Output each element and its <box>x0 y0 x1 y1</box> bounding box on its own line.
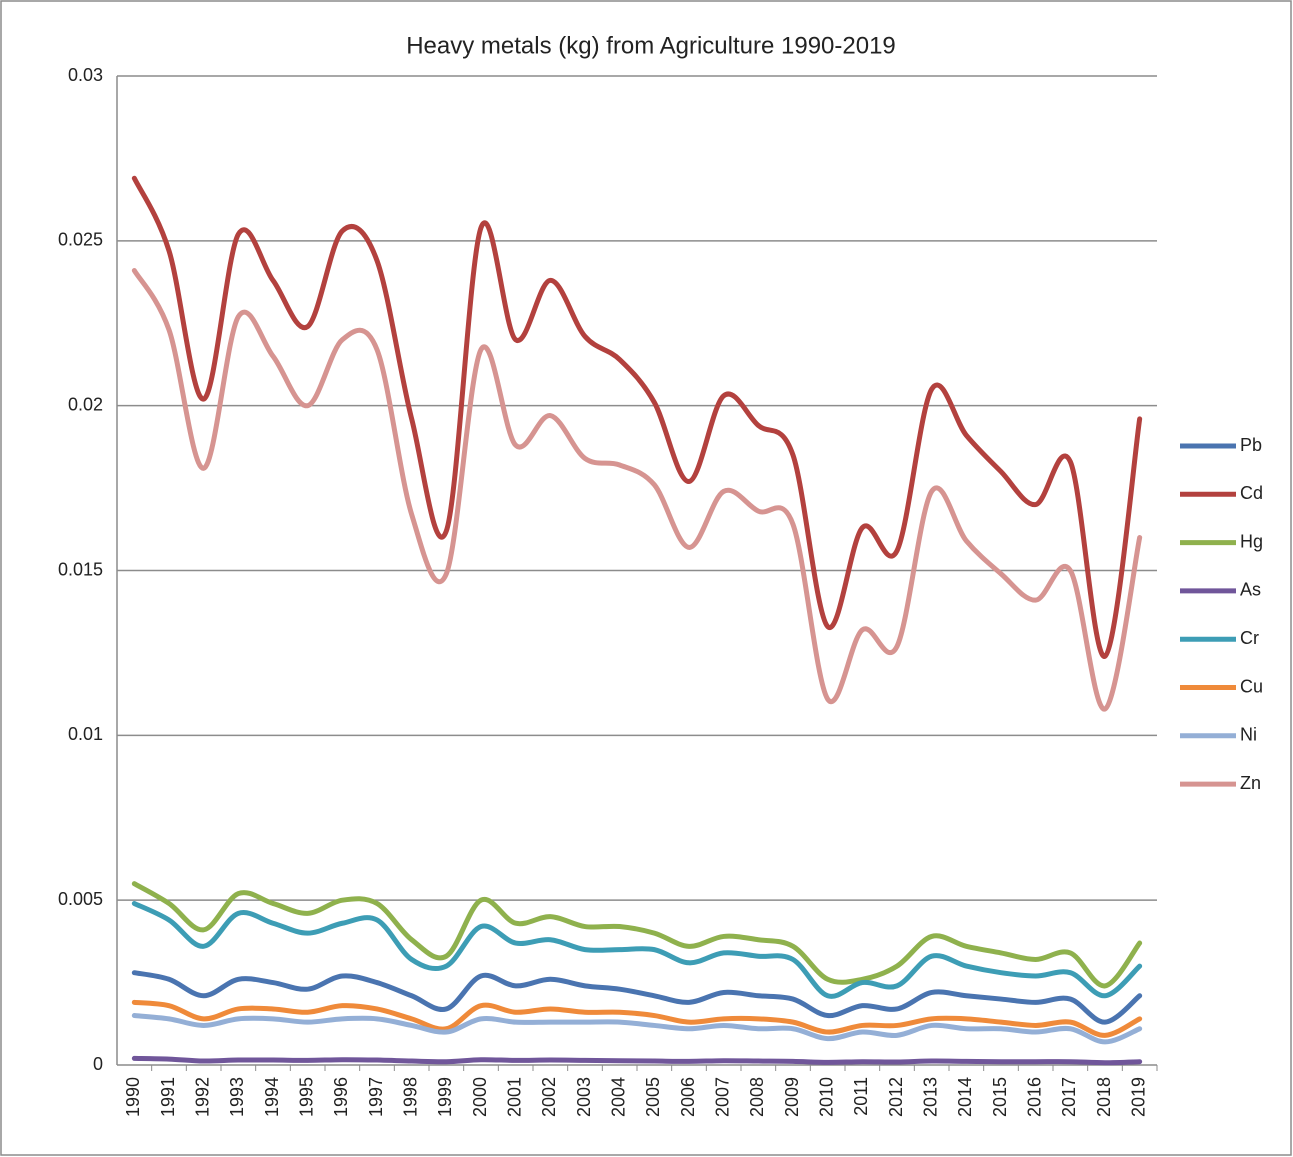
x-tick-label: 2019 <box>1128 1077 1148 1117</box>
y-tick-label: 0.02 <box>68 394 103 414</box>
x-tick-label: 1997 <box>366 1077 386 1117</box>
x-tick-label: 2006 <box>678 1077 698 1117</box>
x-tick-label: 2012 <box>886 1077 906 1117</box>
x-tick-label: 2016 <box>1024 1077 1044 1117</box>
legend-label: Cr <box>1240 628 1259 648</box>
series-line <box>131 999 1143 1038</box>
x-tick-label: 1991 <box>158 1077 178 1117</box>
legend-label: Cu <box>1240 676 1263 696</box>
x-tick-label: 2008 <box>747 1077 767 1117</box>
y-tick-label: 0.03 <box>68 65 103 85</box>
y-tick-label: 0 <box>93 1054 103 1074</box>
x-tick-label: 2013 <box>920 1077 940 1117</box>
x-tick-label: 1993 <box>227 1077 247 1117</box>
x-tick-label: 1998 <box>400 1077 420 1117</box>
x-tick-label: 2007 <box>712 1077 732 1117</box>
x-tick-label: 1990 <box>123 1077 143 1117</box>
series-line <box>131 1055 1143 1066</box>
x-tick-label: 1992 <box>192 1077 212 1117</box>
x-tick-label: 2004 <box>608 1077 628 1117</box>
x-tick-label: 2011 <box>851 1077 871 1116</box>
x-tick-label: 1996 <box>331 1077 351 1117</box>
x-tick-label: 2017 <box>1059 1077 1079 1117</box>
x-tick-label: 1999 <box>435 1077 455 1117</box>
y-tick-label: 0.01 <box>68 724 103 744</box>
x-tick-label: 2005 <box>643 1077 663 1117</box>
legend-label: Pb <box>1240 435 1262 455</box>
y-tick-label: 0.025 <box>58 230 103 250</box>
x-tick-label: 2000 <box>470 1077 490 1117</box>
x-tick-label: 1994 <box>262 1077 282 1117</box>
legend-label: Ni <box>1240 725 1257 745</box>
legend-label: Cd <box>1240 483 1263 503</box>
x-tick-label: 2018 <box>1094 1077 1114 1117</box>
series-line <box>131 175 1143 659</box>
x-tick-label: 2009 <box>782 1077 802 1117</box>
x-tick-label: 2014 <box>955 1077 975 1117</box>
x-tick-label: 2001 <box>504 1077 524 1117</box>
legend-label: Hg <box>1240 531 1263 551</box>
x-tick-label: 2002 <box>539 1077 559 1117</box>
x-tick-label: 2003 <box>574 1077 594 1117</box>
x-tick-label: 1995 <box>296 1077 316 1117</box>
series-line <box>131 1013 1143 1045</box>
series-line <box>131 881 1143 989</box>
legend-label: Zn <box>1240 773 1261 793</box>
y-tick-label: 0.005 <box>58 889 103 909</box>
x-tick-label: 2010 <box>816 1077 836 1117</box>
chart-title: Heavy metals (kg) from Agriculture 1990-… <box>406 32 896 59</box>
series-line <box>131 970 1143 1025</box>
x-tick-label: 2015 <box>990 1077 1010 1117</box>
y-tick-label: 0.015 <box>58 559 103 579</box>
legend-label: As <box>1240 580 1261 600</box>
series-line <box>131 268 1143 712</box>
series-line <box>131 900 1143 999</box>
